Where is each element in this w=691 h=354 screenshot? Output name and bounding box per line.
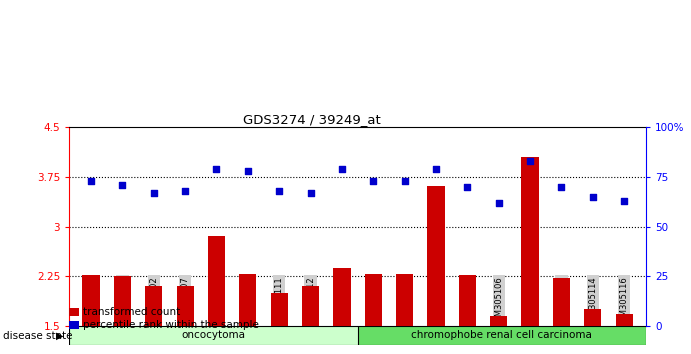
Bar xyxy=(522,157,539,326)
Bar xyxy=(69,326,358,345)
Bar xyxy=(239,274,256,326)
Point xyxy=(274,188,285,194)
Point xyxy=(243,168,254,174)
Bar xyxy=(365,274,382,326)
Point xyxy=(556,184,567,190)
Bar xyxy=(616,314,633,326)
Point xyxy=(211,166,222,172)
Bar xyxy=(459,275,476,326)
Bar xyxy=(145,286,162,326)
Point xyxy=(462,184,473,190)
Point xyxy=(618,198,630,204)
Bar xyxy=(302,286,319,326)
Title: GDS3274 / 39249_at: GDS3274 / 39249_at xyxy=(243,113,380,126)
Bar xyxy=(176,286,193,326)
Bar xyxy=(358,326,646,345)
Bar xyxy=(271,293,288,326)
Point xyxy=(149,190,160,196)
Point xyxy=(368,178,379,184)
Point xyxy=(180,188,191,194)
Point xyxy=(117,182,128,188)
Text: ▶: ▶ xyxy=(56,331,64,341)
Point xyxy=(493,200,504,206)
Bar xyxy=(208,236,225,326)
Bar xyxy=(114,276,131,326)
Bar xyxy=(427,185,444,326)
Point xyxy=(430,166,442,172)
Bar xyxy=(584,309,601,326)
Text: oncocytoma: oncocytoma xyxy=(181,330,245,341)
Bar xyxy=(82,275,100,326)
Point xyxy=(524,158,536,164)
Bar xyxy=(553,278,570,326)
Point xyxy=(86,178,97,184)
Bar xyxy=(490,316,507,326)
Text: transformed count: transformed count xyxy=(83,307,180,317)
Point xyxy=(337,166,348,172)
Text: chromophobe renal cell carcinoma: chromophobe renal cell carcinoma xyxy=(411,330,592,341)
Point xyxy=(399,178,410,184)
Text: percentile rank within the sample: percentile rank within the sample xyxy=(83,320,259,330)
Bar xyxy=(333,268,350,326)
Point xyxy=(587,194,598,200)
Bar xyxy=(396,274,413,326)
Text: disease state: disease state xyxy=(3,331,73,341)
Point xyxy=(305,190,316,196)
